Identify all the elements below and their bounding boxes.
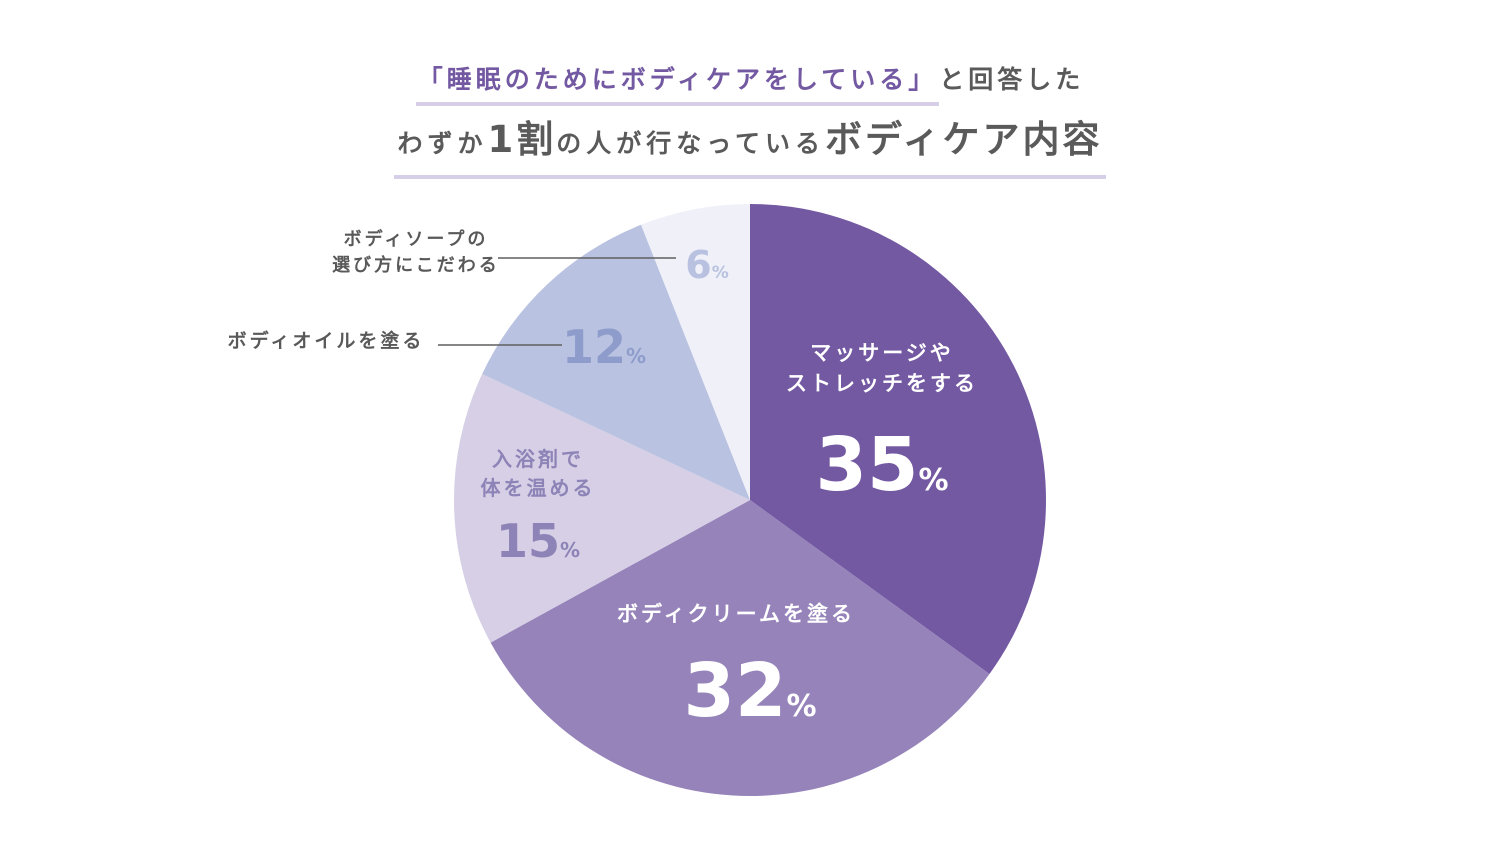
chart-title-line1: 「睡眠のためにボディケアをしている」と回答した	[0, 60, 1500, 106]
title-line1-accent: 「睡眠のためにボディケアをしている」	[417, 65, 938, 94]
slice-value-unit: %	[626, 344, 646, 368]
pie-slice-massage	[750, 204, 1046, 674]
slice-value-number: 15	[496, 514, 560, 568]
slice-value-number: 6	[685, 243, 711, 287]
slice-label-massage: マッサージやストレッチをする	[786, 341, 978, 395]
slice-value-soap: 6%	[685, 243, 729, 287]
pie-slice-cream	[490, 500, 990, 797]
title-line2-d: ボディケア内容	[825, 118, 1103, 161]
slice-value-unit: %	[712, 263, 729, 283]
slice-label-line: ボディソープの	[344, 228, 489, 250]
title-line2-b: 1割	[487, 118, 557, 161]
slice-label-bath: 入浴剤で体を温める	[481, 447, 596, 500]
slice-value-number: 32	[683, 648, 786, 734]
slice-value-unit: %	[560, 538, 580, 562]
slice-label-soap: ボディソープの選び方にこだわる	[332, 228, 500, 276]
slice-value-oil: 12%	[562, 320, 646, 374]
slice-value-unit: %	[786, 689, 816, 724]
slice-label-cream: ボディクリームを塗る	[617, 602, 855, 626]
title-line1-rest: と回答した	[939, 65, 1085, 94]
slice-label-line: 入浴剤で	[492, 447, 584, 471]
title-line2-underlined: わずか1割の人が行なっているボディケア内容	[393, 112, 1107, 179]
slice-label-oil: ボディオイルを塗る	[228, 329, 425, 352]
slice-label-line: 体を温める	[481, 476, 596, 500]
slice-label-line: ボディオイルを塗る	[228, 329, 425, 352]
pie-slices	[454, 204, 1046, 797]
pie-slice-bath	[454, 373, 750, 643]
slice-value-unit: %	[918, 463, 948, 498]
pie-labels: マッサージやストレッチをする 35% ボディクリームを塗る 32% 入浴剤で体を温める 1…	[228, 228, 978, 734]
pie-slice-oil	[482, 224, 750, 500]
slice-value-number: 12	[562, 320, 626, 374]
slice-label-line: ストレッチをする	[786, 371, 978, 395]
title-line2-c: の人が行なっている	[556, 129, 826, 158]
slice-value-number: 35	[815, 422, 918, 508]
slice-value-massage: 35%	[815, 422, 948, 508]
chart-title-line2: わずか1割の人が行なっているボディケア内容	[0, 112, 1500, 179]
slice-value-bath: 15%	[496, 514, 580, 568]
slice-label-line: 選び方にこだわる	[332, 254, 500, 276]
slice-value-cream: 32%	[683, 648, 816, 734]
slice-label-line: マッサージや	[810, 341, 954, 365]
title-line1-underlined: 「睡眠のためにボディケアをしている」	[415, 60, 940, 106]
pie-slice-soap	[641, 204, 750, 500]
title-line2-a: わずか	[397, 129, 488, 158]
slice-label-line: ボディクリームを塗る	[617, 602, 855, 626]
